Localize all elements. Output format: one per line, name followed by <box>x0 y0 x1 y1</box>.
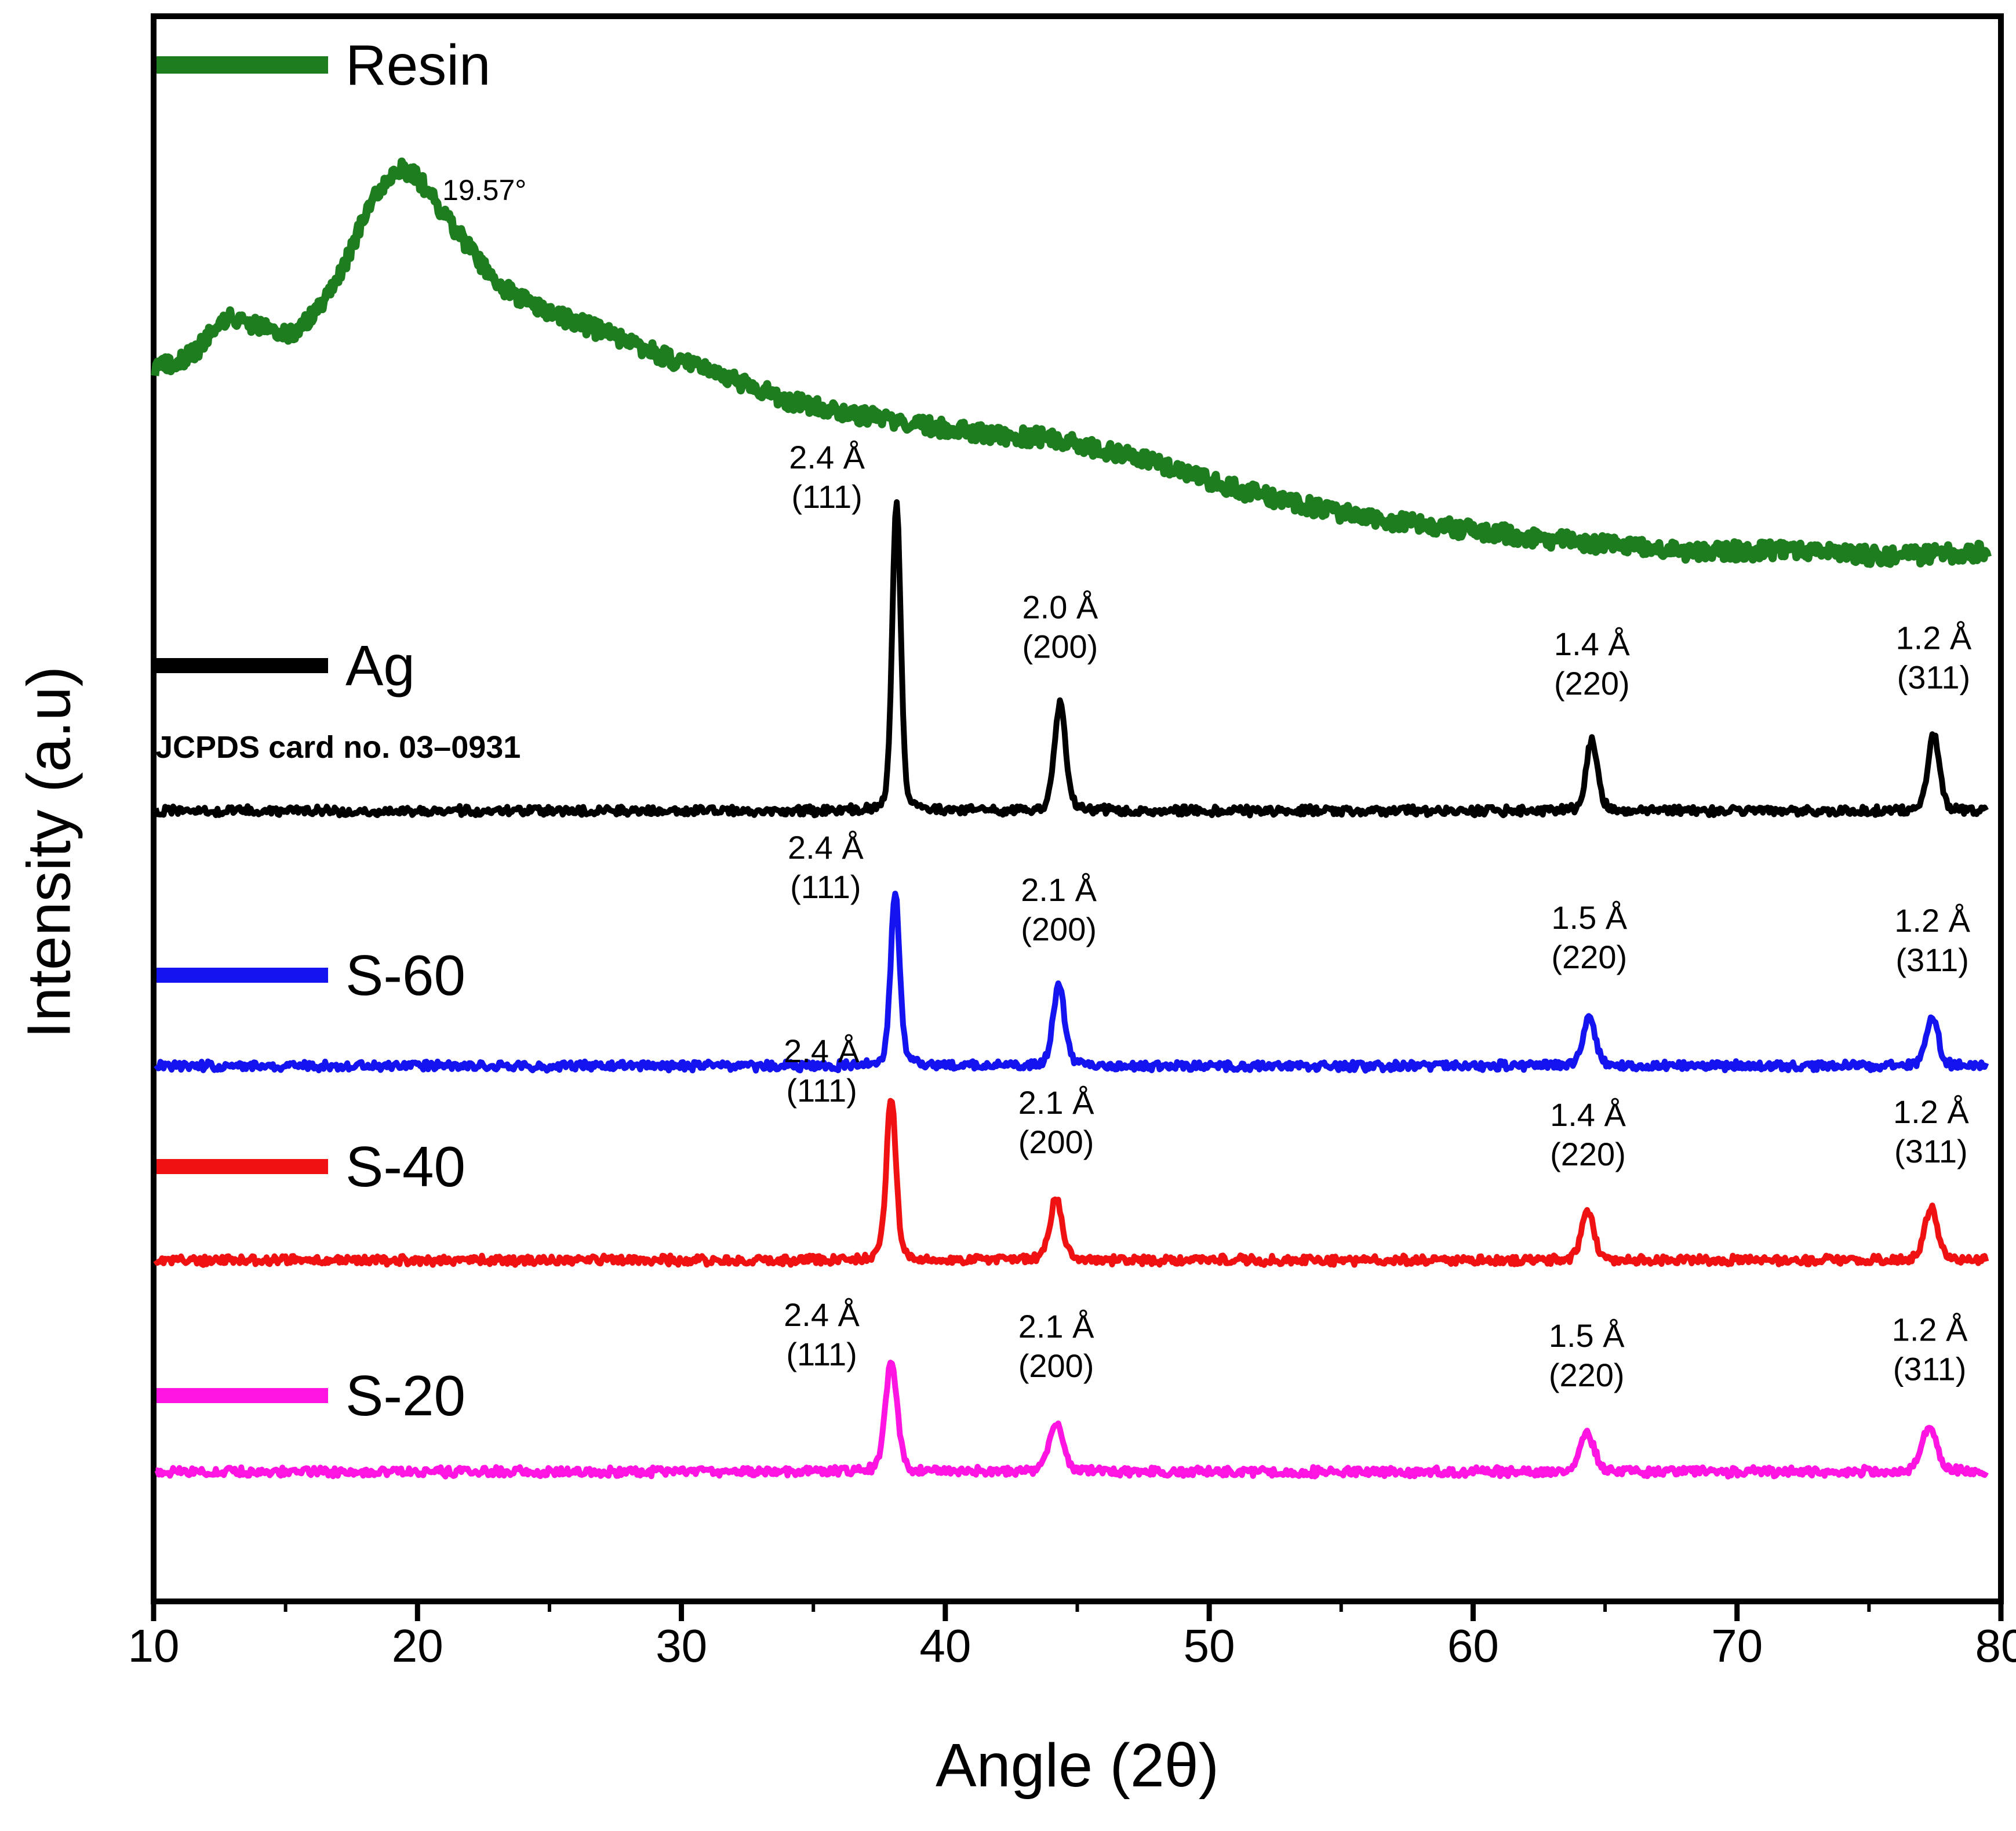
legend-label-ag: Ag <box>345 634 415 697</box>
legend-line-s40 <box>157 1159 328 1174</box>
peak-annotation-hkl: (220) <box>1554 665 1630 702</box>
peak-annotation-hkl: (111) <box>786 1336 857 1372</box>
peak-annotation-hkl: (220) <box>1550 1136 1626 1172</box>
peak-annotation-d: 1.2 Å <box>1894 902 1970 939</box>
resin-peak-annotation: 19.57° <box>442 174 526 206</box>
peak-annotation-hkl: (111) <box>791 478 862 515</box>
x-tick-label: 80 <box>1975 1620 2016 1672</box>
trace-s-20 <box>154 1360 1989 1480</box>
y-axis-label: Intensity (a.u) <box>14 666 83 1039</box>
trace-resin <box>151 157 1992 568</box>
x-tick-label: 70 <box>1711 1620 1763 1672</box>
legend-item-resin: Resin <box>157 36 491 94</box>
legend-item-s60: S-60 <box>157 946 465 1004</box>
legend-label-s20: S-20 <box>345 1364 466 1427</box>
peak-annotation-hkl: (200) <box>1018 1124 1094 1160</box>
legend-item-ag: Ag <box>157 637 415 695</box>
legend-line-s60 <box>157 968 328 983</box>
x-tick-label: 60 <box>1447 1620 1499 1672</box>
peak-annotation-d: 2.4 Å <box>784 1296 860 1333</box>
x-tick-label: 50 <box>1184 1620 1235 1672</box>
peak-annotation-hkl: (311) <box>1894 1133 1968 1169</box>
peak-annotation-hkl: (200) <box>1022 629 1098 665</box>
peak-annotation-hkl: (311) <box>1893 1351 1967 1387</box>
peak-annotation-hkl: (111) <box>786 1072 857 1109</box>
peak-annotation-d: 1.2 Å <box>1892 1312 1968 1348</box>
legend-line-resin <box>157 56 328 74</box>
peak-annotation-hkl: (200) <box>1021 911 1097 947</box>
peak-annotation-d: 2.1 Å <box>1018 1308 1094 1345</box>
x-tick-label: 30 <box>656 1620 707 1672</box>
trace-ag <box>152 499 1989 819</box>
trace-s-60 <box>154 891 1989 1074</box>
peak-annotation-d: 1.2 Å <box>1893 1093 1969 1130</box>
legend-item-s40: S-40 <box>157 1138 465 1196</box>
peak-annotation-d: 2.1 Å <box>1018 1084 1094 1121</box>
x-tick-label: 20 <box>392 1620 443 1672</box>
peak-annotation-hkl: (220) <box>1551 939 1627 975</box>
legend-line-s20 <box>157 1388 328 1403</box>
peak-annotation-d: 1.4 Å <box>1554 626 1630 662</box>
peak-annotation-d: 1.2 Å <box>1896 620 1972 656</box>
legend-label-resin: Resin <box>345 33 491 97</box>
x-axis-label: Angle (2θ) <box>935 1731 1220 1800</box>
trace-s-40 <box>153 1098 1989 1268</box>
x-tick-label: 40 <box>919 1620 971 1672</box>
peak-annotation-hkl: (311) <box>1895 942 1969 978</box>
peak-annotation-d: 1.5 Å <box>1551 899 1627 936</box>
peak-annotation-d: 2.4 Å <box>788 829 864 866</box>
peak-annotation-hkl: (111) <box>790 869 861 905</box>
peak-annotation-d: 2.0 Å <box>1022 589 1098 626</box>
legend-item-s20: S-20 <box>157 1367 465 1425</box>
peak-annotation-d: 2.4 Å <box>789 439 865 475</box>
peak-annotation-d: 2.1 Å <box>1021 871 1097 908</box>
legend-line-ag <box>157 658 328 673</box>
legend-label-s40: S-40 <box>345 1135 466 1198</box>
peak-annotation-d: 1.4 Å <box>1550 1096 1626 1133</box>
peak-annotation-hkl: (311) <box>1897 659 1971 696</box>
legend-label-s60: S-60 <box>345 943 466 1007</box>
peak-annotation-d: 2.4 Å <box>784 1033 860 1069</box>
peak-annotation-hkl: (200) <box>1018 1347 1094 1384</box>
peak-annotation-d: 1.5 Å <box>1549 1317 1625 1354</box>
peak-annotation-hkl: (220) <box>1549 1357 1625 1393</box>
jcpds-reference-note: JCPDS card no. 03–0931 <box>155 730 521 765</box>
x-tick-label: 10 <box>128 1620 180 1672</box>
